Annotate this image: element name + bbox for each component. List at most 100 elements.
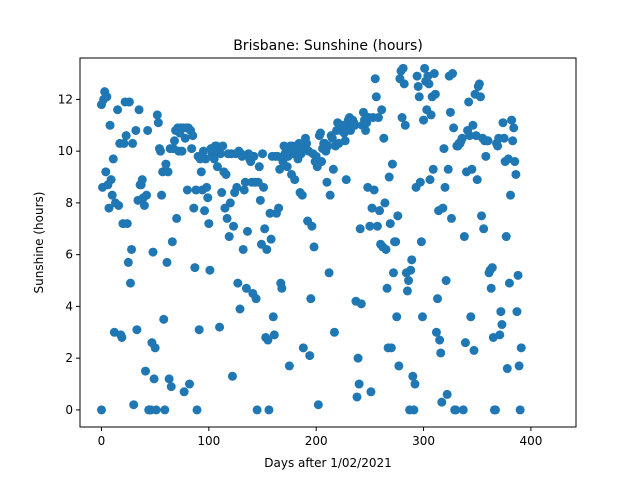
data-point [142,190,152,200]
data-point [353,353,363,363]
data-point [227,371,237,381]
data-point [187,144,197,154]
data-point [369,185,379,195]
data-point [397,113,407,123]
data-point [355,224,365,234]
data-point [502,364,512,374]
data-point [438,203,448,213]
data-point [373,113,383,123]
data-point [149,374,159,384]
data-point [101,167,111,177]
data-point [435,335,445,345]
data-point [200,206,210,216]
data-point [180,133,190,143]
data-point [487,263,497,273]
data-point [179,387,189,397]
y-axis-ticks: 0 2 4 6 8 10 12 [58,92,80,417]
data-point [217,188,227,198]
data-point [229,221,239,231]
data-point [377,105,387,115]
data-point [413,81,423,91]
data-point [159,314,169,324]
data-point [164,374,174,384]
data-point [268,312,278,322]
data-point [125,278,135,288]
x-tick-label: 300 [412,434,435,448]
data-point [266,234,276,244]
x-tick-label: 400 [519,434,542,448]
data-point [212,162,222,172]
data-point [137,175,147,185]
data-point [327,133,337,143]
data-point [382,283,392,293]
data-point [439,144,449,154]
data-point [425,175,435,185]
x-tick-label: 100 [197,434,220,448]
data-point [150,343,160,353]
data-point [402,286,412,296]
data-point [182,185,192,195]
data-point [204,219,214,229]
data-point [407,255,417,265]
data-point [124,97,134,107]
data-point [157,190,167,200]
data-point [143,125,153,135]
data-point [441,276,451,286]
data-point [222,213,232,223]
data-point [262,244,272,254]
data-point [131,125,141,135]
data-point [218,141,228,151]
data-point [202,182,212,192]
data-point [499,133,509,143]
data-point [117,332,127,342]
data-point [254,162,264,172]
data-point [354,379,364,389]
data-point [152,110,162,120]
data-point [128,138,138,148]
data-point [365,221,375,231]
y-tick-label: 12 [58,92,73,106]
data-point [510,157,520,167]
data-point [443,164,453,174]
data-point [370,74,380,84]
data-point [508,136,518,146]
data-point [449,123,459,133]
x-axis-label: Days after 1/02/2021 [264,456,392,470]
data-point [166,382,176,392]
data-point [433,294,443,304]
data-point [196,167,206,177]
data-point [513,270,523,280]
data-point [375,206,385,216]
data-point [259,182,269,192]
data-point [263,335,273,345]
data-point [198,146,208,156]
data-point [414,92,424,102]
data-point [302,138,312,148]
data-point [440,182,450,192]
data-point [384,172,394,182]
data-point [352,392,362,402]
data-point [408,371,418,381]
y-axis-label: Sunshine (hours) [32,192,46,294]
data-point [160,405,170,415]
data-point [460,338,470,348]
data-point [512,307,522,317]
data-point [361,125,371,135]
data-point [428,164,438,174]
data-point [238,244,248,254]
data-point [486,283,496,293]
data-point [251,294,261,304]
y-tick-label: 8 [65,196,73,210]
data-point [306,294,316,304]
data-point [467,164,477,174]
data-point [387,159,397,169]
data-point [417,312,427,322]
data-point [481,151,491,161]
data-point [498,118,508,128]
data-point [457,133,467,143]
data-point [469,345,479,355]
data-point [381,244,391,254]
data-point [235,304,245,314]
data-point [367,203,377,213]
data-point [239,185,249,195]
